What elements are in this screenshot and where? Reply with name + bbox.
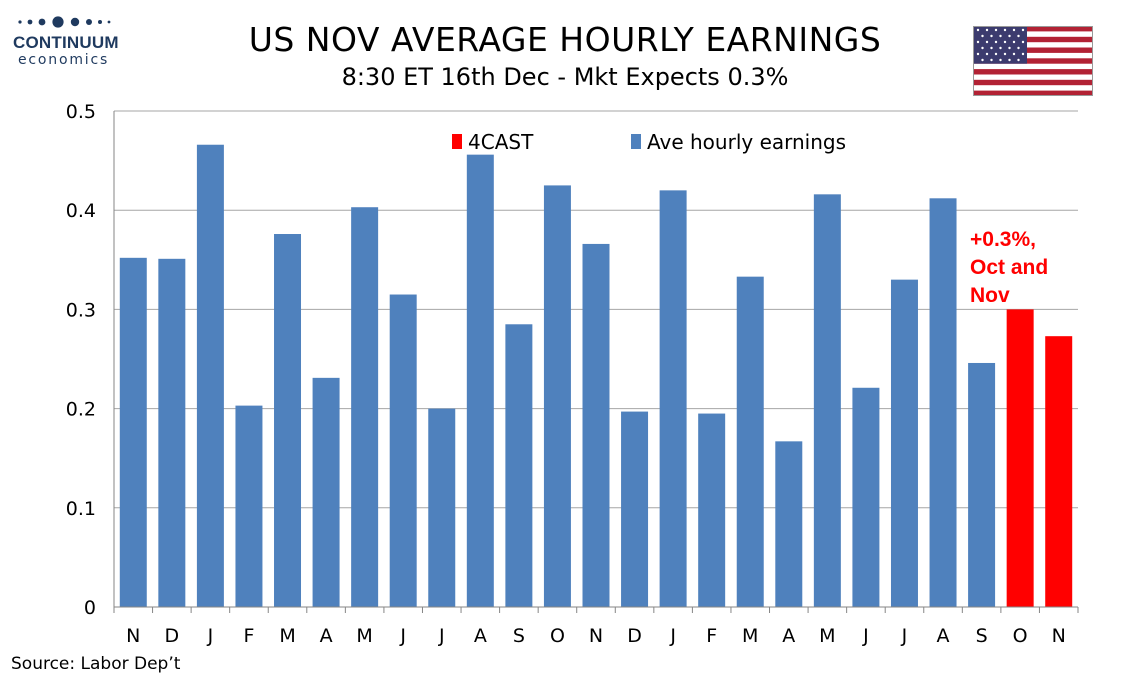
earnings-bar (929, 198, 957, 608)
x-tick-label: A (782, 625, 795, 647)
brand-logo: CONTINUUM economics (10, 14, 140, 68)
x-tick-label: M (742, 625, 758, 647)
x-tick-label: F (706, 625, 717, 647)
earnings-bar (351, 207, 379, 607)
legend-label: 4CAST (468, 130, 534, 154)
y-tick-label: 0.5 (66, 101, 96, 123)
earnings-bar (582, 243, 610, 607)
legend-swatch (452, 134, 462, 149)
earnings-bar (775, 441, 803, 607)
forecast-bar (1045, 336, 1073, 607)
forecast-annotation: Nov (970, 284, 1010, 307)
y-tick-label: 0.2 (66, 399, 96, 421)
forecast-annotation: Oct and (970, 256, 1048, 279)
x-tick-label: N (589, 625, 603, 647)
earnings-bar (235, 405, 263, 607)
x-tick-label: N (1052, 625, 1066, 647)
y-tick-label: 0.1 (66, 498, 96, 520)
forecast-annotation: +0.3%, (970, 228, 1036, 251)
earnings-bar (505, 324, 533, 607)
source-note: Source: Labor Dep’t (11, 654, 181, 674)
earnings-bar (543, 185, 571, 607)
x-tick-label: A (937, 625, 950, 647)
us-flag-icon (973, 26, 1093, 96)
earnings-bar (659, 190, 687, 608)
x-tick-label: D (165, 625, 180, 647)
x-tick-label: O (1013, 625, 1028, 647)
x-tick-label: J (399, 625, 406, 647)
earnings-bar (428, 408, 456, 607)
legend-swatch (631, 134, 641, 149)
earnings-bar (736, 276, 764, 607)
x-tick-label: F (243, 625, 254, 647)
earnings-bar (196, 144, 224, 608)
earnings-bar (890, 279, 918, 607)
x-tick-label: J (862, 625, 869, 647)
forecast-bar (1006, 309, 1034, 607)
x-tick-label: D (627, 625, 642, 647)
x-tick-label: J (438, 625, 445, 647)
earnings-bar (852, 387, 880, 607)
x-tick-label: A (474, 625, 487, 647)
earnings-bar (968, 362, 996, 607)
y-tick-label: 0.4 (66, 200, 96, 222)
x-tick-label: O (550, 625, 565, 647)
earnings-bar (312, 377, 340, 607)
earnings-bar (813, 194, 841, 607)
earnings-bar (621, 411, 649, 607)
earnings-bar (466, 154, 494, 607)
y-tick-label: 0.3 (66, 299, 96, 321)
chart-subtitle: 8:30 ET 16th Dec - Mkt Expects 0.3% (341, 63, 789, 91)
logo-name: CONTINUUM (13, 33, 119, 52)
x-tick-label: S (513, 625, 525, 647)
earnings-bar (119, 257, 147, 607)
x-tick-label: J (207, 625, 214, 647)
legend-label: Ave hourly earnings (647, 130, 846, 154)
earnings-bar (158, 258, 186, 607)
chart-title: US NOV AVERAGE HOURLY EARNINGS (248, 20, 882, 59)
y-tick-label: 0 (84, 597, 96, 619)
x-tick-label: M (356, 625, 372, 647)
earnings-bar (389, 294, 417, 607)
x-tick-label: A (320, 625, 333, 647)
x-tick-label: J (669, 625, 676, 647)
x-tick-label: N (126, 625, 140, 647)
logo-subtitle: economics (18, 52, 110, 68)
x-tick-label: S (976, 625, 988, 647)
x-tick-label: M (279, 625, 295, 647)
x-tick-label: M (819, 625, 835, 647)
logo-dots-icon (18, 16, 111, 28)
earnings-bar (698, 413, 726, 607)
x-tick-label: J (901, 625, 908, 647)
earnings-bar (274, 234, 302, 607)
